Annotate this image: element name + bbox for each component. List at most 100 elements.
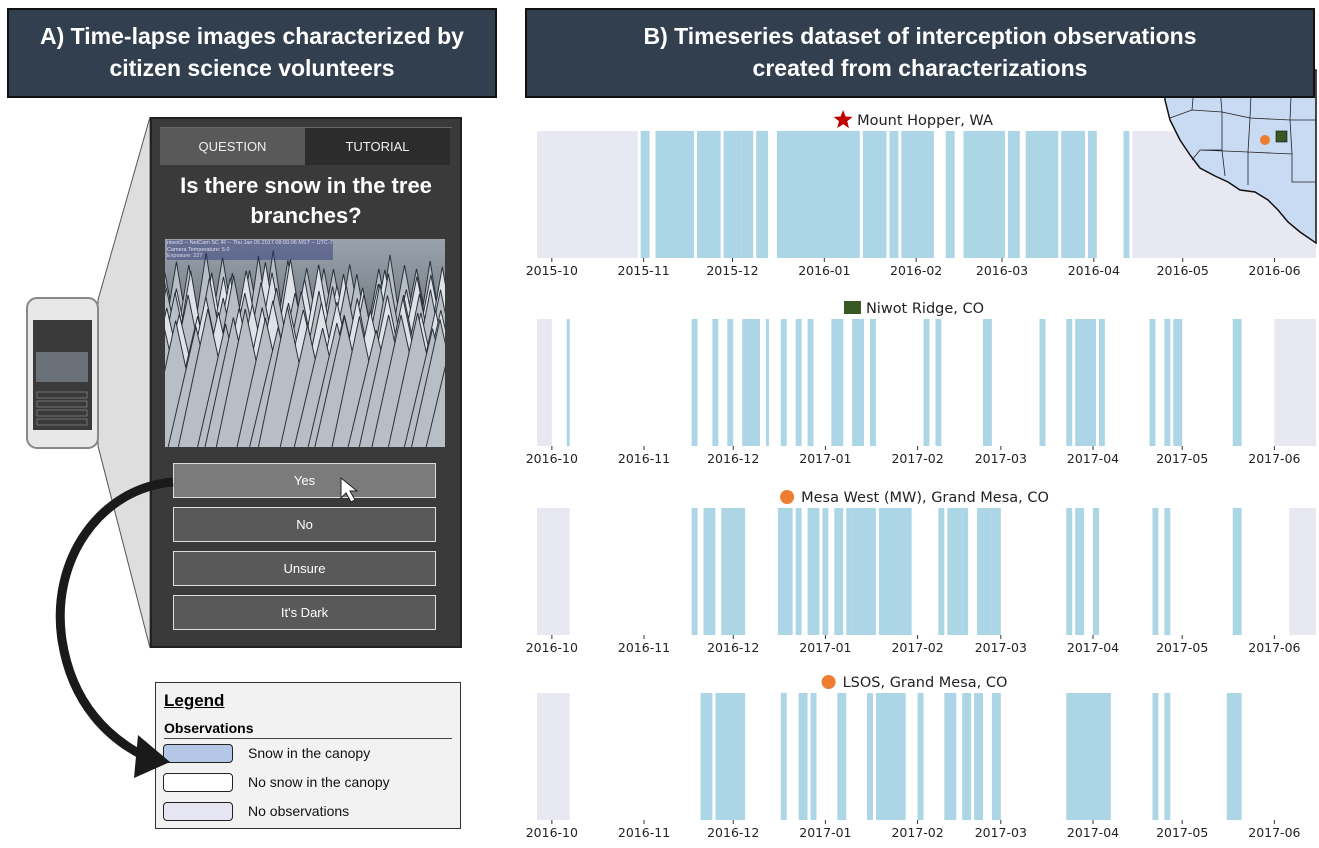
snow-span bbox=[944, 693, 957, 820]
snow-span bbox=[715, 693, 746, 820]
snow-span bbox=[777, 508, 793, 635]
observed-span bbox=[569, 508, 1290, 635]
snow-span bbox=[977, 508, 992, 635]
snow-span bbox=[852, 319, 865, 446]
snow-span bbox=[1152, 508, 1159, 635]
x-tick-label: 2016-10 bbox=[526, 451, 578, 466]
snow-span bbox=[807, 319, 814, 446]
snow-span bbox=[834, 508, 844, 635]
answer-button[interactable]: Yes bbox=[173, 463, 436, 498]
tab[interactable]: TUTORIAL bbox=[305, 128, 450, 165]
snow-span bbox=[938, 508, 945, 635]
snow-span bbox=[727, 319, 734, 446]
x-tick-label: 2016-03 bbox=[976, 263, 1028, 278]
snow-span bbox=[1149, 319, 1156, 446]
snow-span bbox=[1232, 319, 1242, 446]
snow-span bbox=[963, 131, 1005, 258]
snow-span bbox=[1025, 131, 1059, 258]
tree bbox=[425, 365, 445, 447]
snow-span bbox=[870, 319, 876, 446]
snow-span bbox=[696, 131, 721, 258]
snow-span bbox=[703, 508, 716, 635]
snow-span bbox=[947, 508, 963, 635]
snow-span bbox=[974, 693, 983, 820]
header-line: A) Time-lapse images characterized by bbox=[40, 23, 464, 49]
x-tick-label: 2017-05 bbox=[1156, 825, 1208, 840]
snow-span bbox=[1098, 319, 1105, 446]
snow-span bbox=[691, 508, 698, 635]
snow-span bbox=[1164, 508, 1171, 635]
answer-button[interactable]: No bbox=[173, 507, 436, 542]
snow-span bbox=[776, 131, 860, 258]
snow-span bbox=[945, 131, 955, 258]
camera-image: niwot3 -- NetCam SC IR -- Thu Jan 05 201… bbox=[165, 239, 445, 447]
site-marker bbox=[843, 301, 861, 314]
chart-title: LSOS, Grand Mesa, CO bbox=[843, 675, 1008, 691]
snow-span bbox=[756, 131, 769, 258]
x-tick-label: 2016-12 bbox=[707, 451, 759, 466]
x-tick-label: 2015-10 bbox=[526, 263, 578, 278]
legend-swatch bbox=[163, 744, 233, 763]
x-tick-label: 2017-05 bbox=[1156, 451, 1208, 466]
snow-span bbox=[875, 693, 906, 820]
snow-span bbox=[741, 131, 754, 258]
x-tick-label: 2017-02 bbox=[891, 640, 943, 655]
snow-span bbox=[1075, 508, 1085, 635]
snow-span bbox=[700, 693, 713, 820]
site-marker bbox=[833, 110, 853, 129]
chart-title: Mesa West (MW), Grand Mesa, CO bbox=[801, 490, 1049, 506]
snow-span bbox=[1007, 131, 1020, 258]
snow-span bbox=[780, 693, 787, 820]
x-tick-label: 2017-01 bbox=[799, 640, 851, 655]
timeline-charts: 2015-10 2015-11 2015-12 2016-01 2016-02 2016-… bbox=[526, 110, 1316, 840]
snow-span bbox=[795, 319, 802, 446]
phone-button bbox=[36, 391, 88, 399]
site-marker bbox=[780, 490, 795, 504]
site-marker bbox=[821, 675, 836, 689]
phone-image bbox=[36, 352, 88, 382]
legend-label: No observations bbox=[248, 803, 350, 819]
x-tick-label: 2016-11 bbox=[618, 640, 670, 655]
snow-span bbox=[691, 319, 698, 446]
snow-span bbox=[837, 693, 847, 820]
snow-span bbox=[1232, 508, 1242, 635]
snow-span bbox=[765, 319, 769, 446]
snow-span bbox=[1164, 319, 1171, 446]
snow-span bbox=[923, 319, 930, 446]
tab[interactable]: QUESTION bbox=[160, 128, 305, 165]
snow-span bbox=[742, 319, 760, 446]
snow-span bbox=[566, 319, 570, 446]
caption-line: Exposure: 227 bbox=[167, 253, 203, 259]
x-tick-label: 2016-05 bbox=[1157, 263, 1209, 278]
x-tick-label: 2017-01 bbox=[799, 825, 851, 840]
legend-label: No snow in the canopy bbox=[248, 774, 390, 790]
snow-span bbox=[867, 693, 873, 820]
snow-span bbox=[1061, 131, 1085, 258]
answer-button[interactable]: Unsure bbox=[173, 551, 436, 586]
snow-span bbox=[1123, 131, 1130, 258]
header-line: created from characterizations bbox=[752, 55, 1088, 81]
snow-span bbox=[917, 693, 924, 820]
snow-span bbox=[661, 131, 694, 258]
forest-image bbox=[165, 239, 445, 447]
x-tick-label: 2016-11 bbox=[618, 825, 670, 840]
snow-span bbox=[878, 508, 912, 635]
answer-button[interactable]: It's Dark bbox=[173, 595, 436, 630]
phone-button bbox=[36, 409, 88, 417]
snow-span bbox=[831, 319, 844, 446]
x-tick-label: 2016-12 bbox=[707, 825, 759, 840]
legend: Legend Observations Snow in the canopy No… bbox=[155, 682, 461, 829]
panel-b-header: B) Timeseries dataset of interception ob… bbox=[525, 8, 1315, 98]
x-tick-label: 2016-11 bbox=[618, 451, 670, 466]
snow-span bbox=[852, 508, 876, 635]
x-tick-label: 2017-03 bbox=[975, 825, 1027, 840]
x-tick-label: 2017-04 bbox=[1067, 640, 1119, 655]
snow-span bbox=[962, 693, 972, 820]
x-tick-label: 2017-04 bbox=[1067, 825, 1119, 840]
caption-line: Camera Temperature: 5.0 bbox=[167, 246, 230, 253]
snow-span bbox=[862, 131, 887, 258]
snow-span bbox=[723, 131, 742, 258]
snow-span bbox=[1075, 319, 1096, 446]
